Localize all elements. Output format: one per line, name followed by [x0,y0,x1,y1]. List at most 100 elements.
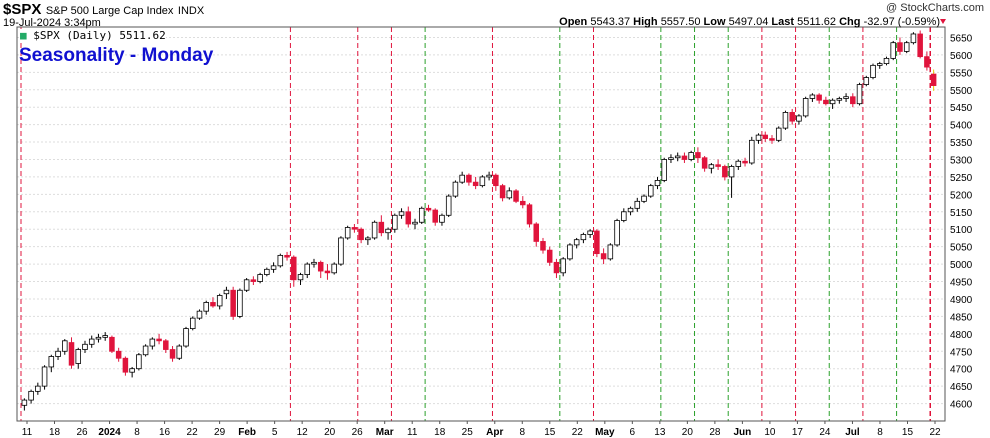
x-tick-label: 11 [22,427,33,438]
y-tick-label: 4650 [950,382,973,393]
candle-body [371,221,378,239]
y-tick-label: 4900 [950,295,973,306]
candle-body [924,56,930,68]
x-tick-label: 24 [819,427,831,438]
candle-body [742,160,748,164]
x-tick-label: 6 [630,427,636,438]
candle-body [688,152,694,160]
candle-body [701,157,708,169]
candle-body [237,289,243,317]
x-tick-label: 5 [272,427,278,438]
candle-body [681,155,688,160]
candle-body [304,263,311,275]
x-tick-label: 16 [159,427,171,438]
x-tick-label: 2024 [98,427,121,438]
chg-value: -32.97 (-0.59%) [863,16,940,28]
y-tick-label: 5450 [950,103,973,114]
candle-body [163,340,169,350]
candle-body [883,57,890,65]
y-tick-label: 5550 [950,68,973,79]
candle-body [324,270,331,274]
x-tick-label: 22 [187,427,199,438]
y-tick-label: 4750 [950,347,973,358]
candle-body [526,204,533,225]
x-tick-label: 12 [297,427,309,438]
x-tick-label: Feb [238,427,256,438]
candle-body [425,207,432,211]
candle-body [890,42,896,59]
legend-label: ■ $SPX (Daily) 5511.62 [20,29,166,42]
candle-body [903,42,910,52]
x-tick-label: 18 [49,427,61,438]
candle-body [789,112,795,122]
candle-body [614,220,620,246]
candle-body [223,289,230,295]
candle-body [378,221,385,234]
candle-body [82,343,88,350]
candle-body [55,350,61,357]
candle-body [183,328,189,347]
candle-body [755,134,762,141]
candle-body [587,230,593,235]
candle-body [28,390,34,401]
candle-body [216,295,223,307]
candle-body [749,139,755,164]
candle-body [149,338,156,347]
x-tick-label: 20 [682,427,694,438]
candle-body [546,249,553,263]
x-tick-label: 15 [902,427,914,438]
candle-body [196,310,203,319]
candle-body [668,157,674,160]
candle-body [142,345,149,356]
candle-body [250,279,257,282]
candle-body [829,99,836,105]
y-tick-label: 5300 [950,155,973,166]
candles [21,30,937,411]
candle-body [621,211,627,221]
candle-body [560,258,566,274]
candle-body [540,241,546,251]
candle-body [607,244,614,260]
candle-body [452,181,459,197]
candle-body [870,64,876,78]
x-tick-label: 11 [407,427,418,438]
candle-body [486,174,492,178]
x-tick-label: 8 [877,427,883,438]
candle-body [722,166,728,178]
grid [17,36,945,405]
candle-body [728,166,735,178]
candle-body [291,256,297,281]
candle-body [769,138,775,141]
x-tick-label: Apr [486,427,503,438]
candle-body [115,350,122,359]
x-tick-label: 17 [792,427,804,438]
candle-body [520,200,526,206]
candle-body [405,211,412,225]
candle-body [331,263,337,274]
y-tick-label: 5350 [950,138,973,149]
x-tick-label: 8 [134,427,140,438]
candle-body [735,160,742,167]
candle-body [472,181,479,187]
candle-body [600,253,607,260]
candle-body [634,200,641,209]
candle-body [513,190,519,202]
candle-body [876,63,883,66]
candle-body [203,302,209,312]
index-name: S&P 500 Large Cap Index [45,5,174,17]
candle-body [654,180,661,187]
candle-body [392,214,398,230]
candle-body [573,239,580,246]
candle-body [809,94,816,99]
candle-body [762,134,769,139]
candle-body [674,155,681,159]
candle-body [439,214,445,223]
candle-body [641,195,647,202]
legend-swatch-icon: ■ [20,29,27,42]
chg-label: Chg [839,16,861,28]
chart-date: 19-Jul-2024 3:34pm [3,17,101,29]
x-tick-label: 13 [654,427,666,438]
open-value: 5543.37 [590,16,631,28]
